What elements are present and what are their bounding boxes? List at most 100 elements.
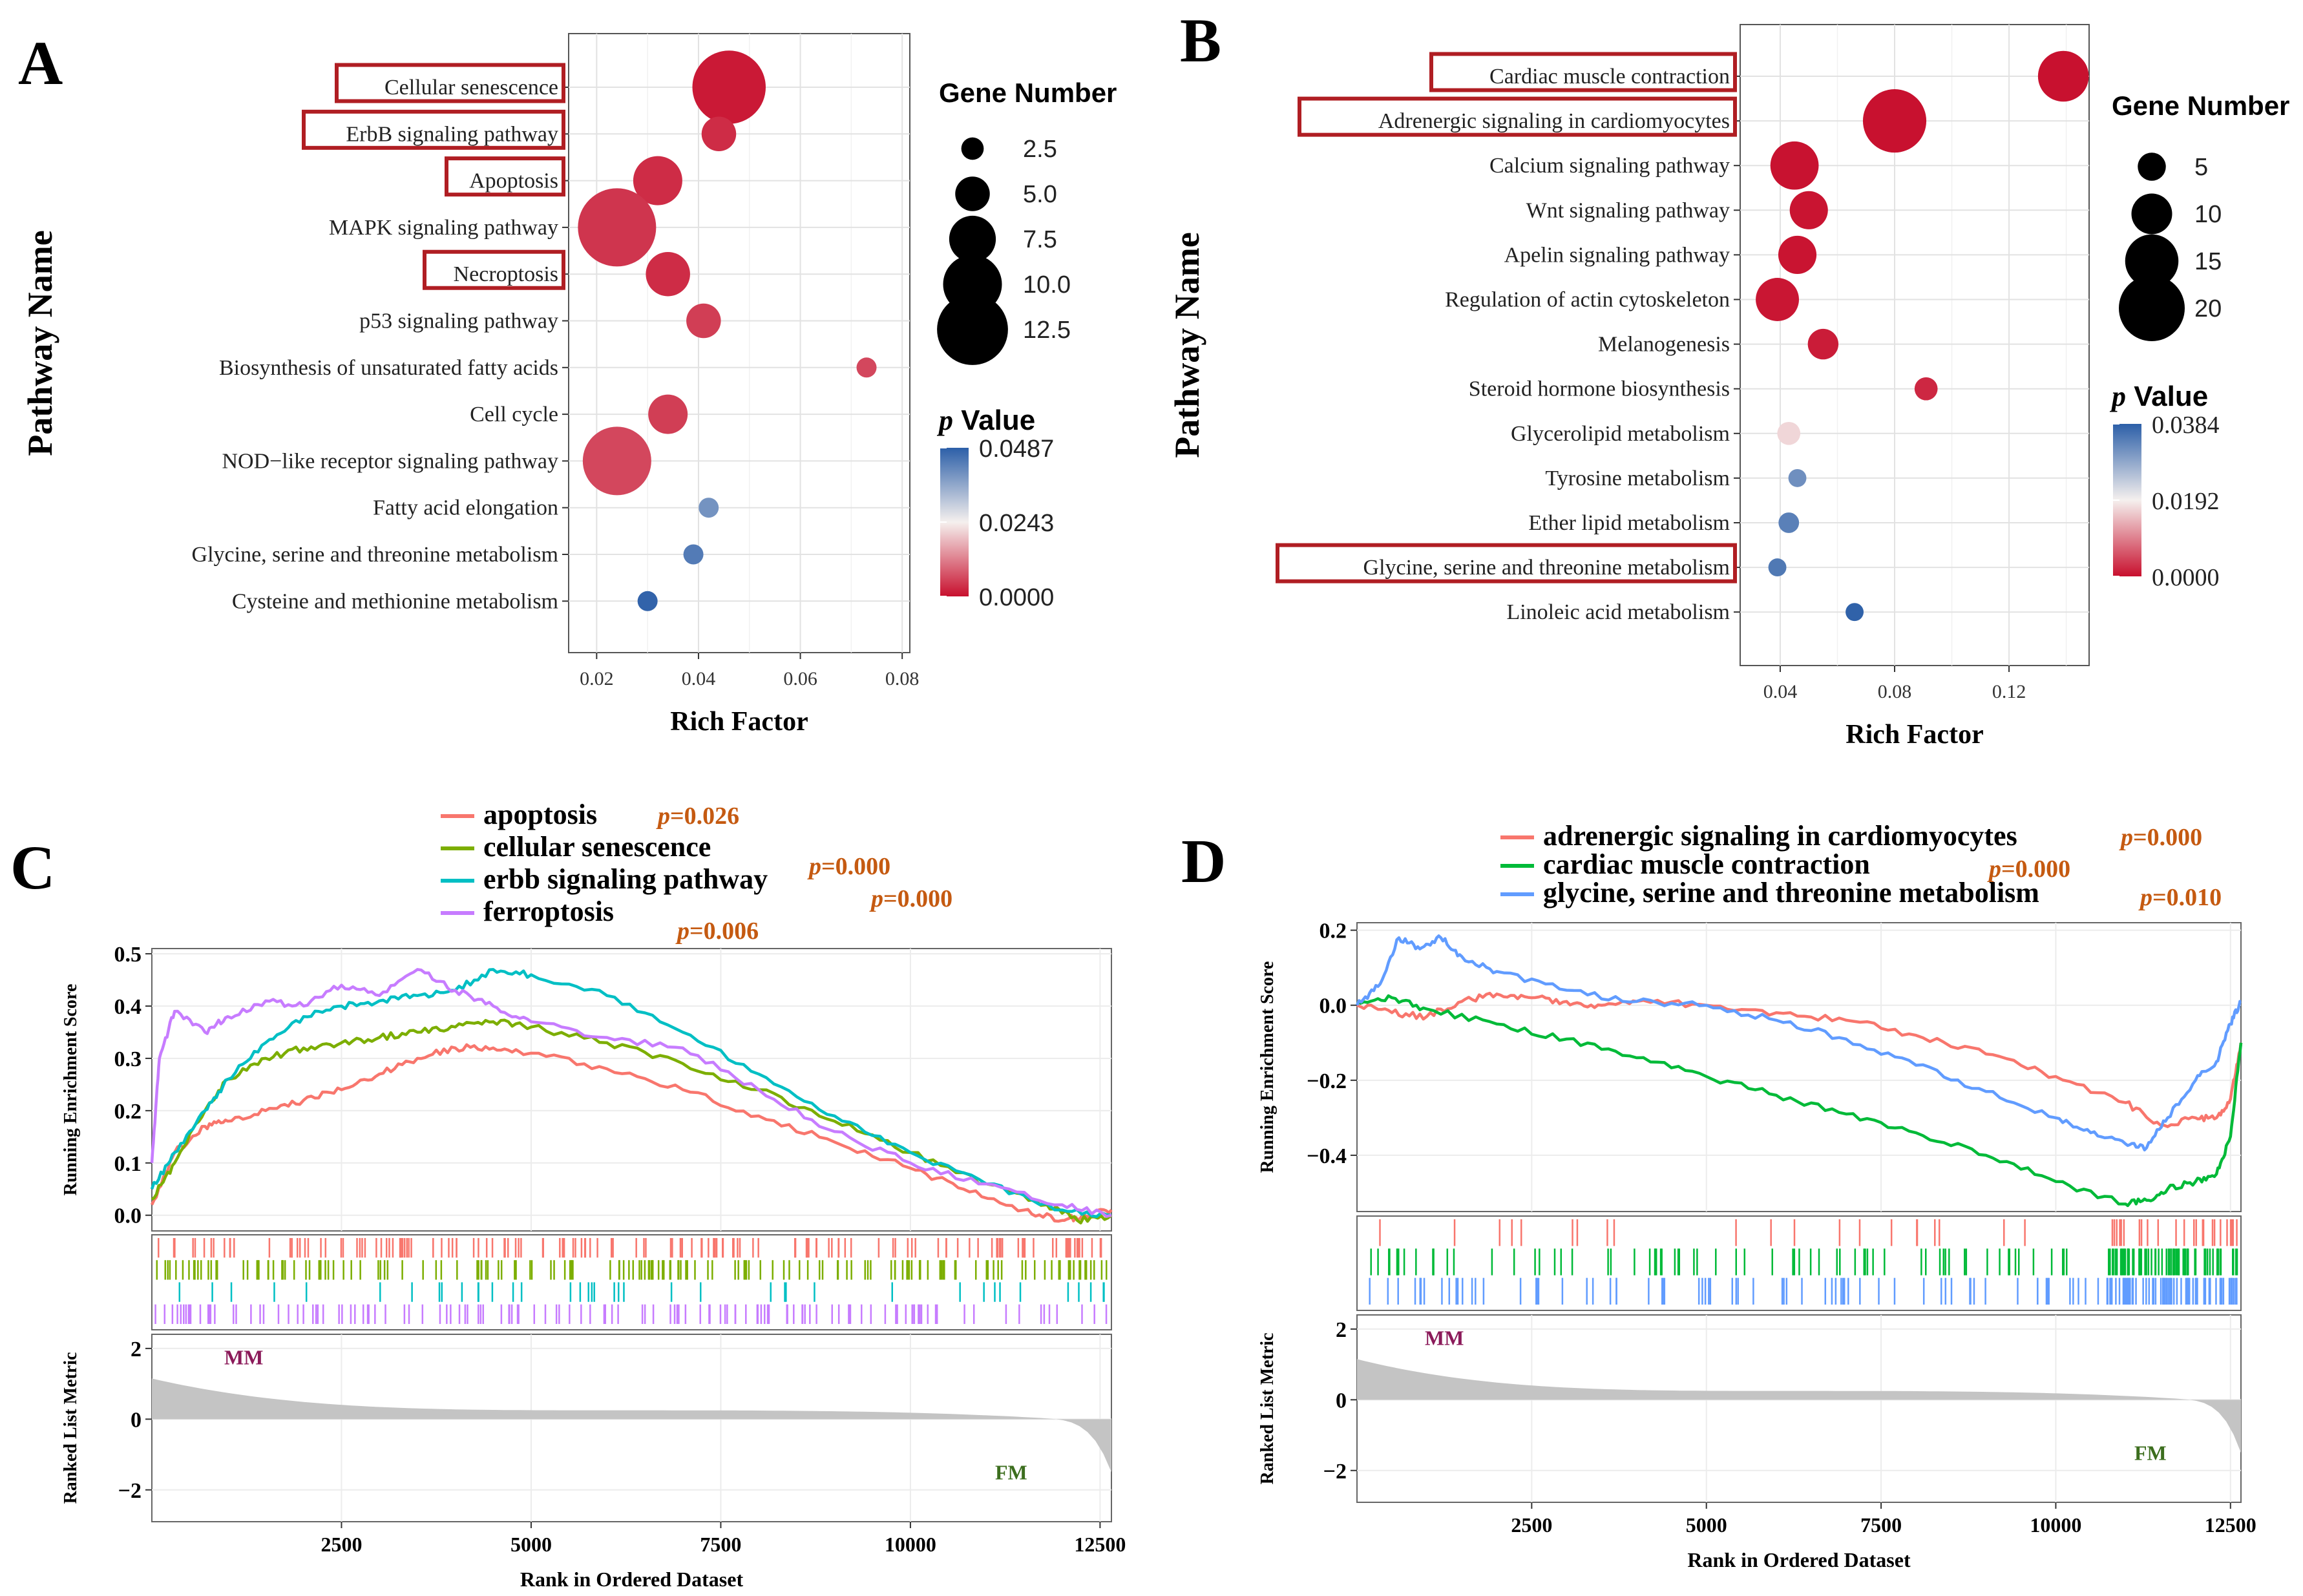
bubble	[1770, 141, 1819, 190]
es-y-tick-label: 0.2	[1320, 919, 1347, 943]
legend-pvalue: p=0.026	[656, 803, 739, 830]
x-tick-label: 7500	[700, 1533, 741, 1556]
panel-C: 0.0 0.1 0.2 0.3 0.4 0.5 Running Enrichment Sco…	[61, 799, 1126, 1591]
color-legend-title: p Value	[2109, 381, 2208, 412]
es-y-axis-title: Running Enrichment Score	[1257, 961, 1278, 1173]
panel-label-D: D	[1181, 826, 1226, 896]
x-axis-title: Rank in Ordered Dataset	[1687, 1548, 1911, 1571]
panel-label-B: B	[1180, 6, 1221, 75]
es-series-line	[1356, 991, 2243, 1128]
size-legend-dot	[2119, 275, 2185, 341]
x-tick-label: 5000	[510, 1533, 552, 1556]
highlight-box	[1429, 52, 1737, 92]
size-legend-dot	[961, 137, 984, 160]
category-label: NOD−like receptor signaling pathway	[222, 449, 558, 473]
bubble	[1789, 191, 1828, 229]
legend-pvalue: p=0.000	[869, 885, 952, 912]
color-bar-label: 0.0192	[2152, 488, 2220, 515]
x-axis-title: Rich Factor	[1846, 720, 1983, 750]
highlight-box	[423, 249, 565, 290]
x-tick-label: 0.08	[885, 668, 920, 689]
es-y-tick-label: 0.0	[1320, 994, 1347, 1018]
es-series-line	[1356, 994, 2243, 1208]
x-tick-label: 0.04	[1763, 681, 1798, 702]
es-plot-area	[1356, 922, 2242, 1212]
size-legend-dot	[949, 215, 996, 263]
color-bar-label: 0.0243	[979, 510, 1054, 537]
color-legend-title: p Value	[936, 404, 1035, 436]
category-label: p53 signaling pathway	[359, 310, 558, 333]
legend-pvalue: p=0.006	[675, 918, 759, 945]
category-label: Cellular senescence	[384, 76, 558, 100]
legend-pvalue: p=0.010	[2138, 884, 2222, 911]
bubble	[633, 156, 682, 205]
highlight-box	[445, 156, 565, 197]
category-label: Melanogenesis	[1598, 333, 1730, 357]
metric-y-tick-label: −2	[118, 1479, 142, 1503]
legend-pvalue: p=0.000	[1987, 856, 2070, 883]
metric-y-tick-label: 0	[1336, 1389, 1347, 1412]
legend-label: cellular senescence	[483, 831, 711, 863]
category-label: MAPK signaling pathway	[329, 216, 558, 240]
panel-label-C: C	[10, 833, 55, 902]
es-y-tick-label: 0.4	[114, 995, 142, 1019]
panel-B: Cardiac muscle contraction Adrenergic sig…	[1168, 24, 2289, 750]
bubble	[1768, 558, 1787, 577]
es-y-tick-label: −0.4	[1307, 1144, 1347, 1168]
x-axis-title: Rank in Ordered Dataset	[520, 1568, 744, 1591]
highlight-box	[1298, 96, 1737, 137]
legend-label: erbb signaling pathway	[483, 863, 768, 895]
size-legend-dot	[2131, 193, 2172, 235]
size-legend-title: Gene Number	[939, 78, 1117, 108]
legend-label: glycine, serine and threonine metabolism	[1543, 877, 2039, 908]
group-label-high: MM	[224, 1346, 263, 1369]
category-label: Steroid hormone biosynthesis	[1469, 377, 1730, 401]
es-y-tick-label: 0.3	[114, 1047, 142, 1071]
es-y-tick-label: 0.0	[114, 1204, 142, 1228]
es-y-tick-label: 0.2	[114, 1100, 142, 1124]
category-label: Necroptosis	[454, 262, 558, 286]
size-legend-label: 7.5	[1023, 226, 1057, 253]
legend-label: apoptosis	[483, 799, 597, 830]
metric-y-tick-label: 2	[1336, 1318, 1347, 1342]
x-tick-label: 12500	[2205, 1513, 2256, 1537]
metric-plot-area	[1356, 1314, 2242, 1503]
color-bar-label: 0.0487	[979, 436, 1054, 463]
bubble	[637, 591, 658, 611]
category-label: Fatty acid elongation	[373, 496, 558, 520]
bubble	[582, 426, 651, 496]
metric-y-tick-label: −2	[1323, 1460, 1347, 1484]
size-legend-label: 15	[2194, 248, 2222, 275]
metric-plot-area	[151, 1334, 1112, 1522]
metric-y-axis-title: Ranked List Metric	[1257, 1333, 1278, 1485]
bubble	[1778, 512, 1800, 533]
bubble	[1846, 603, 1864, 622]
hits-area	[151, 1234, 1112, 1330]
legend-pvalue: p=0.000	[807, 853, 890, 880]
es-plot-area	[151, 948, 1112, 1232]
category-label: Linoleic acid metabolism	[1506, 600, 1730, 624]
bubble	[2037, 50, 2089, 102]
category-label: Cysteine and methionine metabolism	[232, 589, 558, 613]
category-label: Glycine, serine and threonine metabolism	[1363, 556, 1730, 580]
x-tick-label: 0.06	[783, 668, 817, 689]
group-label-low: FM	[995, 1460, 1027, 1484]
y-axis-title: Pathway Name	[1168, 232, 1206, 457]
category-label: Glycerolipid metabolism	[1511, 422, 1730, 446]
bubble	[646, 251, 690, 297]
x-tick-label: 2500	[1511, 1513, 1552, 1537]
size-legend-label: 5	[2194, 154, 2208, 181]
metric-y-tick-label: 0	[131, 1408, 142, 1432]
bubble	[1914, 377, 1938, 401]
x-tick-label: 10000	[885, 1533, 936, 1556]
plot-area	[568, 33, 910, 653]
panel-D: 0.2 0.0 −0.2 −0.4 Running Enrichment Score 2 0…	[1257, 820, 2256, 1571]
es-y-tick-label: 0.1	[114, 1152, 142, 1176]
category-label: Regulation of actin cytoskeleton	[1445, 288, 1730, 312]
bubble	[1777, 421, 1801, 445]
y-axis-title: Pathway Name	[21, 230, 59, 456]
category-label: Apelin signaling pathway	[1504, 243, 1730, 267]
category-label: Cardiac muscle contraction	[1489, 65, 1730, 89]
category-label: Glycine, serine and threonine metabolism	[192, 543, 558, 567]
